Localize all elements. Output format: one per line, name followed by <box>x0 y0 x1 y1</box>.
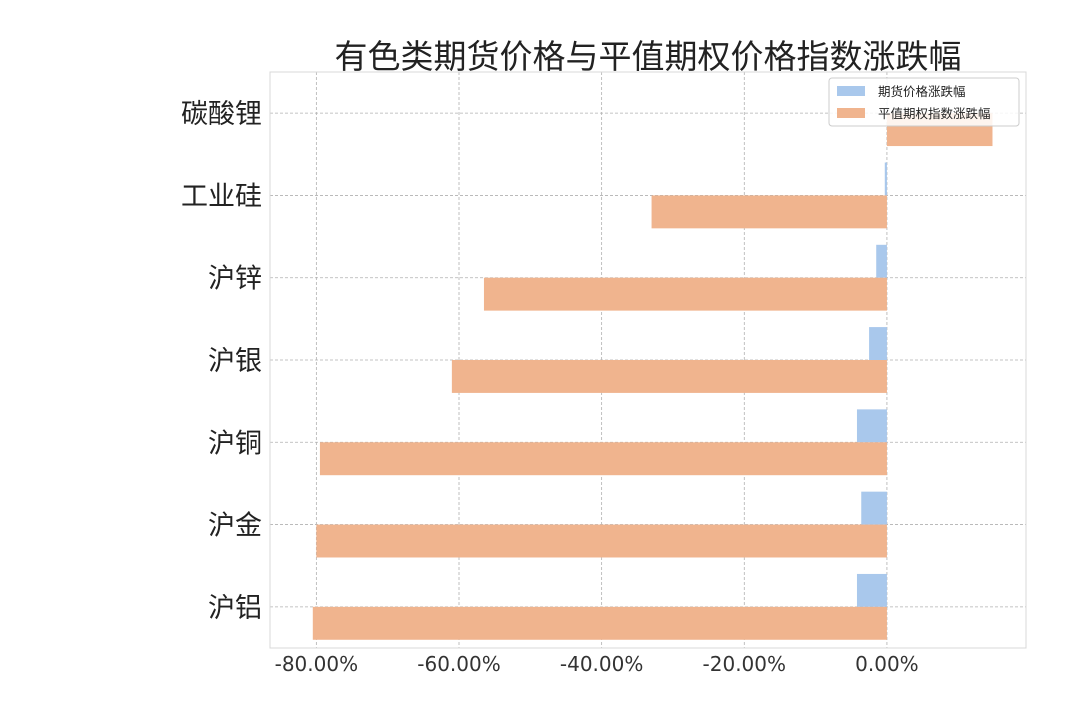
bar-options-4 <box>319 442 887 476</box>
legend-swatch-futures <box>837 86 865 96</box>
chart-title: 有色类期货价格与平值期权价格指数涨跌幅 <box>334 37 962 76</box>
bar-options-3 <box>451 360 887 393</box>
bar-options-2 <box>483 277 887 311</box>
category-label: 工业硅 <box>181 181 262 212</box>
bar-options-1 <box>651 195 887 229</box>
category-label: 沪金 <box>208 511 262 542</box>
x-tick-labels: -80.00% -60.00% -40.00% -20.00% 0.00% <box>275 652 919 676</box>
x-tick-label: -20.00% <box>703 652 786 676</box>
legend-box <box>828 77 1020 127</box>
x-tick-label: -80.00% <box>275 652 358 676</box>
x-tick-label: -40.00% <box>560 652 643 676</box>
bar-futures-6 <box>856 573 887 607</box>
plot-frame <box>269 71 1027 649</box>
category-label: 碳酸锂 <box>181 99 262 130</box>
legend-label-options: 平值期权指数涨跌幅 <box>878 106 991 121</box>
category-label: 沪铝 <box>208 593 262 624</box>
bar-futures-1 <box>884 162 887 196</box>
bar-futures-5 <box>861 491 887 525</box>
category-label: 沪银 <box>208 346 262 377</box>
x-tick-label: -60.00% <box>417 652 500 676</box>
bar-futures-4 <box>856 409 887 443</box>
legend: 期货价格涨跌幅 平值期权指数涨跌幅 <box>828 77 1020 127</box>
legend-swatch-options <box>837 108 865 118</box>
category-label: 沪锌 <box>208 264 262 295</box>
category-label: 沪铜 <box>208 428 262 459</box>
x-tick-label: 0.00% <box>855 652 919 676</box>
legend-label-futures: 期货价格涨跌幅 <box>878 84 966 99</box>
bar-options-6 <box>312 606 887 640</box>
bar-futures-2 <box>876 244 887 278</box>
bar-options-5 <box>316 524 887 558</box>
bar-futures-3 <box>869 327 887 360</box>
bars <box>312 80 993 640</box>
